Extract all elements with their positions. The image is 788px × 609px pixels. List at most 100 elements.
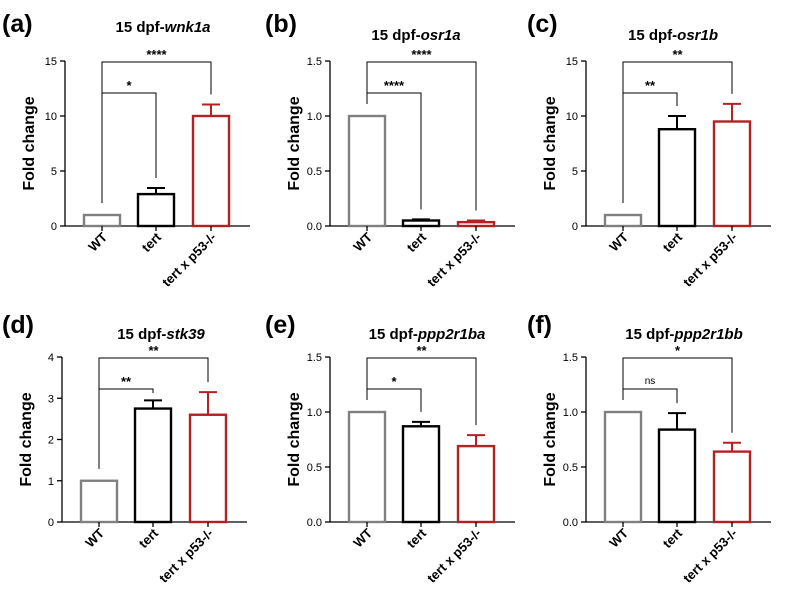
y-axis-label: Fold change (18, 392, 35, 486)
chart-title-prefix: 15 dpf- (628, 27, 677, 44)
y-tick-label: 15 (566, 56, 578, 68)
y-tick-label: 1.5 (563, 352, 578, 364)
y-tick-label: 10 (45, 111, 57, 123)
y-tick-label: 3 (48, 393, 54, 405)
x-tick-label: tert (404, 525, 430, 551)
y-tick-label: 1.0 (307, 111, 322, 123)
panel-letter: (a) (2, 10, 33, 38)
significance-bracket (366, 388, 422, 412)
chart-panel-d: (d) 15 dpf-stk39 Fold change 0 1 2 3 4 WT tertter… (2, 311, 247, 586)
significance-label: * (126, 78, 132, 93)
chart-title-gene: osr1b (677, 27, 718, 44)
bar-1 (401, 219, 441, 228)
y-axis-label: Fold change (542, 392, 559, 486)
y-tick-label: 0.0 (307, 221, 322, 233)
y-axis-label: Fold change (21, 96, 38, 190)
significance-bracket (622, 357, 733, 433)
bar-0 (603, 213, 643, 228)
chart-title-prefix: 15 dpf- (115, 19, 164, 36)
significance-label: **** (146, 47, 167, 62)
y-tick-label: 1.5 (307, 352, 322, 364)
bar-0 (347, 114, 387, 228)
significance-bracket (101, 92, 157, 203)
panel-letter: (c) (527, 10, 558, 38)
y-tick-label: 0 (48, 517, 54, 529)
panel-letter: (b) (265, 10, 297, 38)
chart-panel-c: (c) 15 dpf-osr1b Fold change 0 5 10 15 WT tertte… (527, 10, 771, 290)
y-tick-label: 5 (51, 166, 57, 178)
significance-bracket (366, 357, 477, 426)
y-tick-label: 0.0 (563, 517, 578, 529)
significance-bracket (622, 61, 733, 203)
significance-label: ** (645, 78, 656, 93)
y-tick-label: 10 (566, 111, 578, 123)
x-tick-label: tert (660, 229, 686, 255)
x-tick-label: WT (85, 229, 110, 254)
bar-0 (79, 479, 119, 524)
bar-0 (82, 213, 122, 228)
y-tick-label: 1.5 (307, 56, 322, 68)
significance-label: ** (148, 343, 159, 358)
chart-title-gene: osr1a (421, 27, 461, 44)
y-tick-label: 2 (48, 435, 54, 447)
x-tick-label: tert (404, 229, 430, 255)
chart-title: 15 dpf-osr1a (371, 27, 460, 44)
x-tick-label: tert (139, 229, 165, 255)
chart-panel-e: (e) 15 dpf-ppp2r1ba Fold change 0.0 0.5 1.0 1.… (265, 311, 515, 586)
chart-panel-f: (f) 15 dpf-ppp2r1bb Fold change 0.0 0.5 1.0 1.… (527, 311, 771, 586)
bar-1 (657, 428, 697, 524)
x-tick-label: tert x p53-/- (424, 230, 484, 290)
bar-0 (603, 410, 643, 524)
panel-letter: (d) (2, 311, 34, 339)
bar-1 (657, 127, 697, 228)
bar-2 (456, 220, 496, 228)
y-tick-label: 0 (51, 221, 57, 233)
chart-title-prefix: 15 dpf- (625, 326, 674, 343)
y-tick-label: 0 (572, 221, 578, 233)
chart-title: 15 dpf-ppp2r1bb (625, 326, 743, 343)
x-tick-label: WT (82, 525, 107, 550)
significance-label: ns (645, 376, 656, 387)
chart-title-gene: stk39 (166, 326, 205, 343)
chart-title: 15 dpf-ppp2r1ba (369, 326, 486, 343)
chart-title-prefix: 15 dpf- (369, 326, 418, 343)
y-tick-label: 1.0 (307, 407, 322, 419)
y-axis-label: Fold change (286, 392, 303, 486)
chart-panel-b: (b) 15 dpf-osr1a Fold change 0.0 0.5 1.0 1.5 WT… (265, 10, 515, 290)
chart-title: 15 dpf-stk39 (117, 326, 205, 343)
significance-bracket (622, 388, 678, 404)
x-tick-label: tert (136, 525, 162, 551)
x-tick-label: WT (606, 525, 631, 550)
chart-title-prefix: 15 dpf- (117, 326, 166, 343)
significance-bracket (366, 61, 477, 211)
x-tick-label: tert x p53-/- (680, 230, 740, 290)
bar-2 (712, 450, 752, 524)
y-tick-label: 1 (48, 476, 54, 488)
bar-2 (456, 444, 496, 524)
significance-label: ** (416, 343, 427, 358)
y-tick-label: 4 (48, 352, 54, 364)
chart-title: 15 dpf-osr1b (628, 27, 718, 44)
y-axis-label: Fold change (286, 96, 303, 190)
bar-2 (191, 114, 231, 228)
y-tick-label: 1.0 (563, 407, 578, 419)
significance-label: * (391, 374, 397, 389)
y-tick-label: 0.5 (307, 462, 322, 474)
y-tick-label: 15 (45, 56, 57, 68)
significance-label: **** (384, 78, 405, 93)
significance-label: **** (411, 47, 432, 62)
x-tick-label: tert x p53-/- (424, 526, 484, 586)
y-tick-label: 0.5 (563, 462, 578, 474)
y-axis-label: Fold change (542, 96, 559, 190)
bar-1 (136, 192, 176, 228)
bar-1 (401, 425, 441, 524)
x-tick-label: tert (660, 525, 686, 551)
panel-letter: (f) (527, 311, 552, 339)
chart-panel-a: (a) 15 dpf-wnk1a Fold change 0 5 10 15 WT tertte… (2, 10, 250, 290)
significance-bracket (98, 357, 209, 469)
significance-label: * (675, 343, 681, 358)
x-tick-label: WT (350, 525, 375, 550)
chart-title-gene: ppp2r1ba (417, 326, 486, 343)
bar-2 (712, 120, 752, 228)
